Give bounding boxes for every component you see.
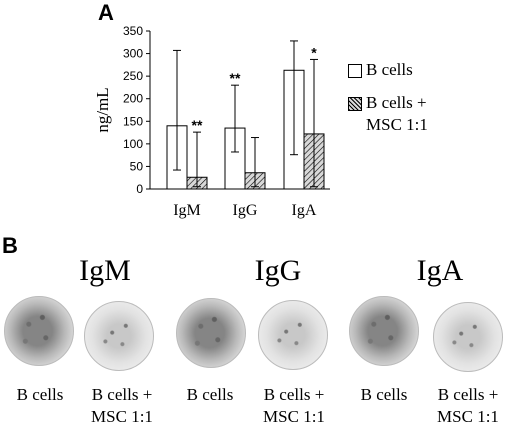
y-tick-label-300: 300 bbox=[123, 47, 143, 61]
legend-swatch-b-cells bbox=[348, 64, 362, 78]
legend-label-b-cells: B cells bbox=[366, 60, 413, 79]
x-tick-label-igm: IgM bbox=[173, 202, 201, 219]
well-label-igg-msc-line1: B cells + bbox=[263, 385, 325, 404]
y-tick-label-50: 50 bbox=[130, 159, 144, 173]
panel-a-letter: A bbox=[98, 0, 114, 25]
elispot-well-igg-msc bbox=[258, 300, 328, 370]
y-tick-label-100: 100 bbox=[123, 137, 143, 151]
elispot-well-iga-bcells bbox=[349, 296, 419, 366]
group-title-igm: IgM bbox=[79, 254, 131, 287]
y-tick-label-350: 350 bbox=[123, 24, 143, 38]
elispot-well-iga-msc bbox=[433, 302, 503, 372]
well-label-igm-msc-line1: B cells + bbox=[91, 385, 153, 404]
well-label-iga-msc-line2: MSC 1:1 bbox=[437, 407, 499, 426]
elispot-well-igg-bcells bbox=[176, 298, 246, 368]
legend-label-b-cells-msc-line1: B cells + bbox=[366, 93, 427, 112]
well-label-igm-msc-line2: MSC 1:1 bbox=[91, 407, 153, 426]
x-tick-label-iga: IgA bbox=[292, 202, 317, 219]
elispot-well-igm-msc bbox=[84, 301, 154, 371]
well-label-igm-bcells: B cells bbox=[16, 385, 64, 404]
group-title-igg: IgG bbox=[254, 254, 302, 287]
panel-b-letter: B bbox=[2, 233, 18, 258]
legend-swatch-b-cells-msc bbox=[348, 97, 362, 111]
well-label-igg-msc-line2: MSC 1:1 bbox=[263, 407, 325, 426]
y-tick-label-200: 200 bbox=[123, 92, 143, 106]
significance-mark-0: ** bbox=[192, 117, 203, 133]
legend-label-b-cells-msc-line2: MSC 1:1 bbox=[366, 115, 428, 134]
well-label-igg-bcells: B cells bbox=[186, 385, 234, 404]
y-tick-label-250: 250 bbox=[123, 69, 143, 83]
x-tick-label-igg: IgG bbox=[233, 202, 258, 219]
significance-mark-1: ** bbox=[230, 70, 241, 86]
y-tick-label-150: 150 bbox=[123, 114, 143, 128]
y-axis-label: ng/mL bbox=[93, 87, 112, 132]
well-label-iga-msc-line1: B cells + bbox=[437, 385, 499, 404]
y-tick-label-0: 0 bbox=[136, 182, 143, 196]
well-label-iga-bcells: B cells bbox=[360, 385, 408, 404]
group-title-iga: IgA bbox=[416, 254, 464, 287]
significance-mark-2: * bbox=[311, 44, 317, 60]
elispot-well-igm-bcells bbox=[4, 296, 74, 366]
